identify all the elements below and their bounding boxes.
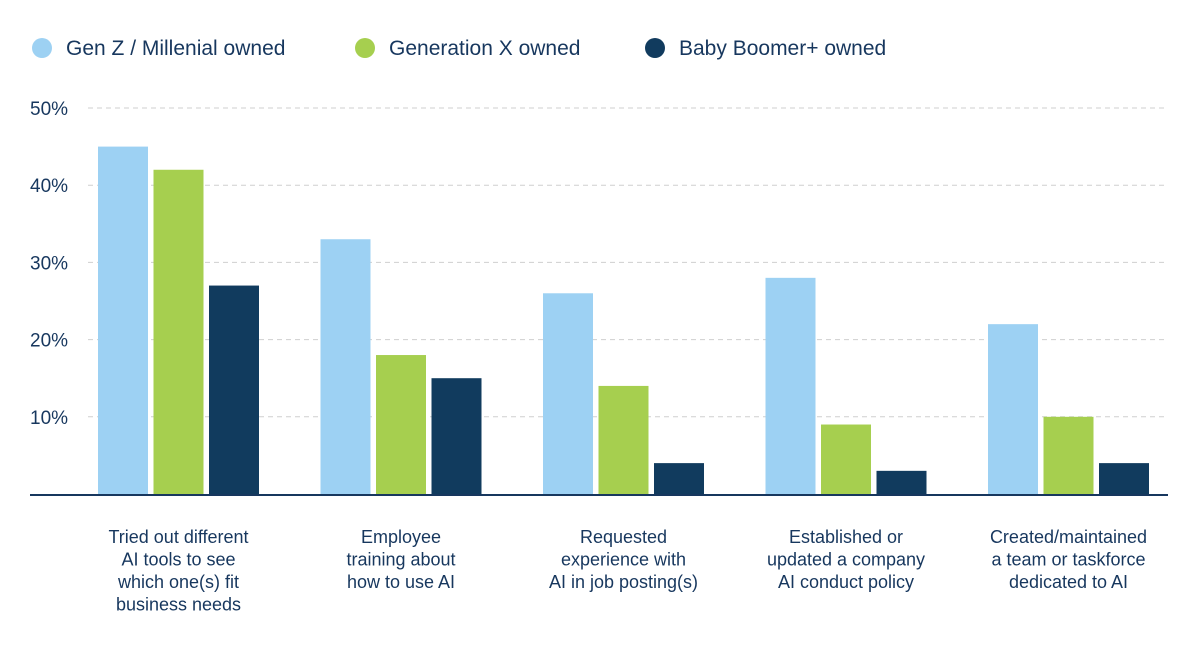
category-labels: Tried out different AI tools to see which …	[108, 527, 1147, 615]
bars	[98, 146, 1149, 494]
y-tick-label: 30%	[30, 253, 68, 274]
category-label-0: Tried out different AI tools to see which …	[108, 527, 248, 615]
category-label-2: Requested experience with AI in job postin…	[549, 527, 698, 592]
bar-4-0	[988, 324, 1038, 494]
legend: Gen Z / Millenial owned Generation X owne…	[32, 37, 886, 60]
bar-1-0	[320, 239, 371, 494]
bar-1-2	[431, 378, 482, 494]
bar-0-2	[209, 285, 259, 494]
category-label-1: Employee training about how to use AI	[346, 527, 455, 592]
y-tick-label: 20%	[30, 331, 68, 352]
bar-3-1	[821, 424, 871, 494]
legend-label-2: Baby Boomer+ owned	[679, 37, 886, 60]
bar-0-0	[98, 146, 148, 494]
bar-4-1	[1043, 416, 1094, 494]
bar-3-0	[765, 277, 816, 494]
bar-2-0	[543, 293, 593, 494]
y-tick-label: 40%	[30, 176, 68, 197]
legend-marker-2	[645, 38, 665, 58]
legend-marker-1	[355, 38, 375, 58]
legend-label-0: Gen Z / Millenial owned	[66, 37, 285, 60]
category-label-3: Established or updated a company AI conduc…	[767, 527, 925, 592]
bar-1-1	[376, 355, 426, 494]
legend-marker-0	[32, 38, 52, 58]
legend-label-1: Generation X owned	[389, 37, 580, 60]
y-axis-ticks: 10% 20% 30% 40% 50%	[30, 99, 68, 429]
bar-3-2	[876, 470, 927, 494]
bar-0-1	[153, 169, 204, 494]
category-label-4: Created/maintained a team or taskforce ded…	[990, 527, 1147, 592]
y-tick-label: 10%	[30, 408, 68, 429]
bar-2-1	[598, 385, 649, 494]
bar-2-2	[654, 463, 704, 494]
y-tick-label: 50%	[30, 99, 68, 120]
bar-4-2	[1099, 463, 1149, 494]
